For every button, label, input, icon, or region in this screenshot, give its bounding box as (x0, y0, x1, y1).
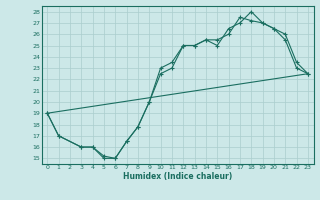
X-axis label: Humidex (Indice chaleur): Humidex (Indice chaleur) (123, 172, 232, 181)
